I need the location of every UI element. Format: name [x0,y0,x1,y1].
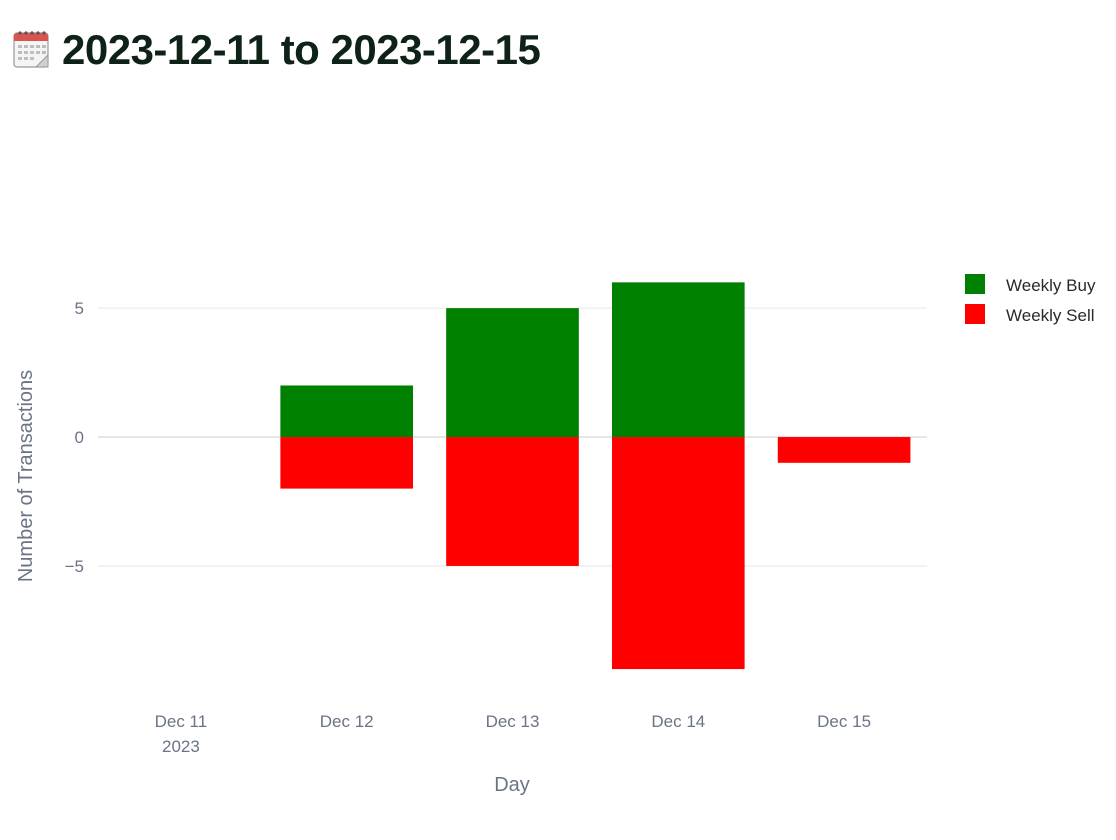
x-axis-title: Day [494,774,530,796]
legend: Weekly Buy Weekly Sell [965,274,1096,325]
page-title: 2023-12-11 to 2023-12-15 [62,26,541,73]
sell-bar [446,437,579,566]
sell-bar [777,437,911,463]
x-tick-label: Dec 15 [817,712,871,731]
y-tick-label: 0 [75,428,84,447]
x-tick-label: Dec 11 [155,712,208,731]
page-header: 2023-12-11 to 2023-12-15 [12,20,541,80]
sell-bar [611,437,745,670]
legend-swatch [965,304,985,324]
legend-label: Weekly Sell [1006,306,1095,325]
legend-label: Weekly Buy [1006,276,1096,295]
x-tick-label: Dec 12 [320,712,374,731]
x-tick-label: 2023 [162,737,200,756]
x-tick-label: Dec 13 [486,712,540,731]
buy-bar [611,282,745,438]
buy-bar [280,385,414,438]
y-axis-title: Number of Transactions [15,370,37,582]
buy-bar [446,308,579,438]
y-tick-label: 5 [75,299,84,318]
y-axis-ticks: 5 0 −5 [65,299,84,576]
y-tick-label: −5 [65,557,84,576]
x-tick-label: Dec 14 [651,712,705,731]
bars [280,282,911,670]
legend-swatch [965,274,985,294]
calendar-icon [13,31,49,68]
sell-bar [280,437,414,489]
x-axis-ticks: Dec 11 2023 Dec 12 Dec 13 Dec 14 Dec 15 [155,712,871,756]
